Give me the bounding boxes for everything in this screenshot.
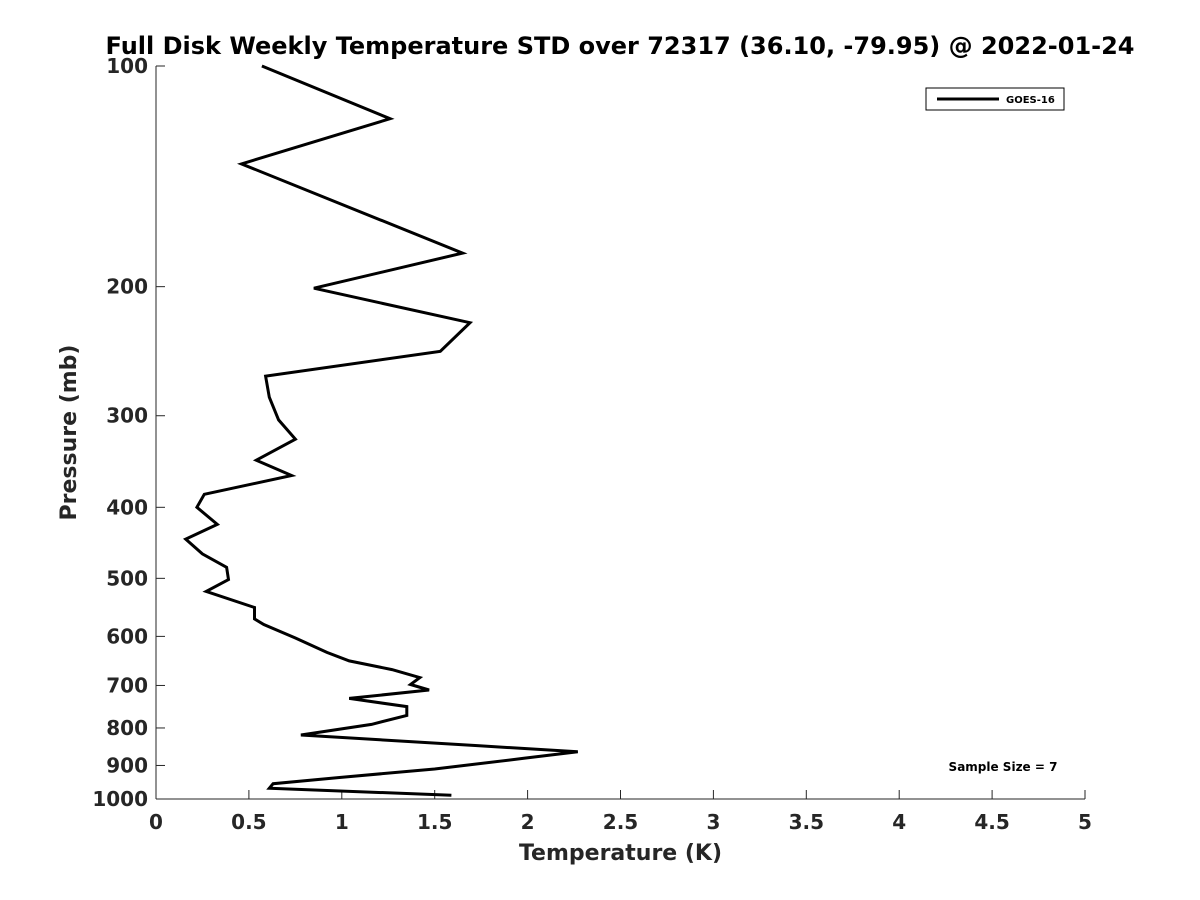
y-tick-label: 800 xyxy=(106,716,148,740)
y-tick-label: 700 xyxy=(106,673,148,697)
x-tick-label: 5 xyxy=(1078,810,1092,834)
x-tick-label: 1 xyxy=(335,810,349,834)
x-tick-label: 2 xyxy=(521,810,535,834)
x-tick-label: 0 xyxy=(149,810,163,834)
y-tick-label: 600 xyxy=(106,624,148,648)
x-tick-label: 0.5 xyxy=(231,810,266,834)
y-tick-label: 300 xyxy=(106,404,148,428)
x-tick-label: 4.5 xyxy=(974,810,1009,834)
y-tick-label: 900 xyxy=(106,753,148,777)
sample-size-annotation: Sample Size = 7 xyxy=(949,760,1058,774)
y-axis-label: Pressure (mb) xyxy=(57,345,82,521)
x-tick-label: 2.5 xyxy=(603,810,638,834)
legend-label-goes-16: GOES-16 xyxy=(1006,95,1055,106)
y-tick-label: 400 xyxy=(106,495,148,519)
y-axis-ticks: 100 200 300 400 500 600 700 800 900 1000 xyxy=(92,54,165,811)
x-axis-label: Temperature (K) xyxy=(519,841,722,866)
y-tick-label: 500 xyxy=(106,566,148,590)
y-tick-label: 1000 xyxy=(92,787,148,811)
x-tick-label: 1.5 xyxy=(417,810,452,834)
x-axis-ticks: 0 0.5 1 1.5 2 2.5 3 3.5 4 4.5 5 xyxy=(149,790,1092,834)
x-tick-label: 3.5 xyxy=(789,810,824,834)
series-line-goes-16 xyxy=(182,64,578,797)
plot-series xyxy=(182,64,578,797)
x-tick-label: 3 xyxy=(706,810,720,834)
legend: GOES-16 xyxy=(925,87,1065,111)
chart-title: Full Disk Weekly Temperature STD over 72… xyxy=(106,32,1135,60)
y-tick-label: 200 xyxy=(106,275,148,299)
y-tick-label: 100 xyxy=(106,54,148,78)
axes xyxy=(155,66,1085,800)
x-tick-label: 4 xyxy=(892,810,906,834)
